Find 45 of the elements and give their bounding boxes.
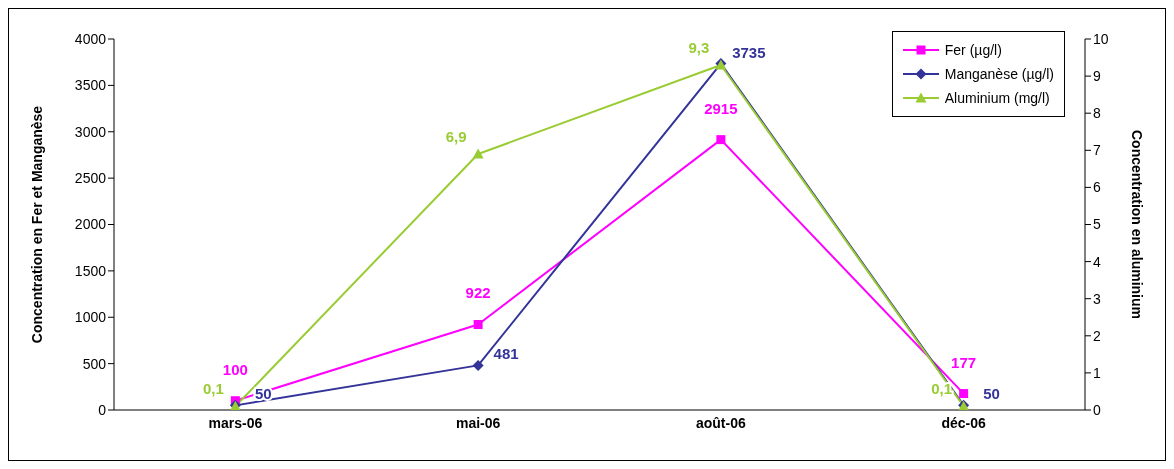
data-label: 481 bbox=[493, 345, 519, 363]
data-label: 922 bbox=[465, 284, 491, 302]
data-label: 6,9 bbox=[445, 127, 467, 145]
data-label: 177 bbox=[951, 353, 977, 371]
point bbox=[959, 389, 969, 399]
y2-tick-label: 2 bbox=[1093, 327, 1101, 344]
y-tick-label: 4000 bbox=[74, 30, 107, 47]
data-label: 100 bbox=[222, 360, 248, 378]
y2-tick-label: 3 bbox=[1093, 290, 1101, 307]
point bbox=[472, 359, 484, 371]
legend-label: Aluminium (mg/l) bbox=[944, 90, 1050, 106]
y2-tick-label: 10 bbox=[1093, 30, 1109, 47]
y2-tick-label: 7 bbox=[1093, 142, 1101, 159]
legend-label: Fer (µg/l) bbox=[944, 42, 1002, 58]
y-tick-label: 1000 bbox=[74, 309, 107, 326]
y2-tick-label: 1 bbox=[1093, 364, 1101, 381]
y-tick-label: 0 bbox=[98, 401, 107, 418]
data-label: 0,1 bbox=[931, 380, 953, 398]
y-tick-label: 3000 bbox=[74, 123, 107, 140]
data-label: 3735 bbox=[732, 43, 766, 61]
point bbox=[473, 319, 483, 329]
y-axis-title: Concentration en Fer et Manganèse bbox=[28, 105, 45, 344]
y2-tick-label: 6 bbox=[1093, 179, 1101, 196]
data-label: 2915 bbox=[704, 99, 738, 117]
y2-tick-label: 8 bbox=[1093, 105, 1101, 122]
data-label: 50 bbox=[983, 385, 1000, 403]
x-tick-label: mars-06 bbox=[208, 414, 263, 431]
data-label: 0,1 bbox=[202, 380, 224, 398]
y2-tick-label: 9 bbox=[1093, 68, 1101, 85]
x-tick-label: mai-06 bbox=[455, 414, 501, 431]
y2-tick-label: 4 bbox=[1093, 253, 1101, 270]
x-tick-label: déc-06 bbox=[941, 414, 987, 431]
y-tick-label: 2000 bbox=[74, 216, 107, 233]
y-tick-label: 2500 bbox=[74, 170, 107, 187]
y-tick-label: 1500 bbox=[74, 262, 107, 279]
y-tick-label: 500 bbox=[82, 355, 107, 372]
legend-label: Manganèse (µg/l) bbox=[944, 66, 1054, 82]
y-tick-label: 3500 bbox=[74, 77, 107, 94]
y2-tick-label: 0 bbox=[1093, 401, 1101, 418]
point bbox=[472, 148, 484, 159]
x-tick-label: août-06 bbox=[695, 414, 746, 431]
y2-tick-label: 5 bbox=[1093, 216, 1101, 233]
point bbox=[716, 135, 726, 145]
data-label: 9,3 bbox=[688, 38, 710, 56]
y2-axis-title: Concentration en aluminium bbox=[1129, 129, 1146, 320]
